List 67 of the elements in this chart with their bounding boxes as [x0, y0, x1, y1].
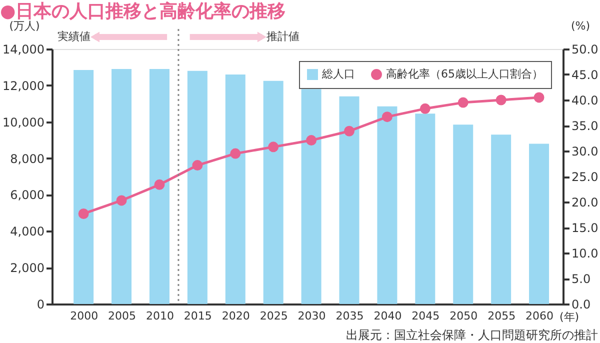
- point: [192, 160, 203, 171]
- text: 実績値: [57, 30, 90, 43]
- x-tick-label: 2040: [374, 310, 402, 322]
- bar: [301, 89, 322, 304]
- x-tick-label: 2000: [70, 310, 98, 322]
- bar: [149, 69, 170, 304]
- bar: [491, 134, 512, 304]
- x-tick-label: 2035: [336, 310, 364, 322]
- y-axis-title: (万人): [9, 20, 40, 32]
- bar: [453, 124, 474, 304]
- y-tick-label: 6,000: [10, 188, 44, 202]
- y2-axis-title: (%): [570, 20, 590, 32]
- x-tick-label: 2030: [298, 310, 326, 322]
- x-tick-label: 2015: [184, 310, 212, 322]
- point: [116, 195, 127, 206]
- y2-tick-label: 20.0: [572, 196, 598, 210]
- bar: [263, 80, 284, 304]
- x-tick-label: 2050: [450, 310, 478, 322]
- x-tick-label: 2005: [108, 310, 136, 322]
- text: 推計値: [266, 30, 300, 43]
- x-tick-label: 2025: [260, 310, 288, 322]
- y-tick-label: 8,000: [10, 152, 44, 166]
- point: [344, 126, 354, 136]
- point: [154, 179, 165, 190]
- point: [496, 94, 506, 106]
- bar: [339, 96, 360, 304]
- y2-tick-label: 5.0: [572, 272, 591, 286]
- y-tick-label: 12,000: [2, 78, 44, 93]
- x-tick-label: 2055: [488, 310, 516, 322]
- bar: [225, 74, 246, 304]
- legend-label: 高齢化率（65歳以上人口割合）: [386, 68, 543, 81]
- y-tick-label: 10,000: [2, 115, 44, 130]
- bar: [187, 70, 208, 304]
- chart-title: ●日本の人口推移と高齢化率の推移: [0, 1, 286, 22]
- bar: [377, 106, 398, 304]
- y2-tick-label: 15.0: [572, 221, 598, 235]
- text: 出展元：国立社会保障・人口問題研究所の推計: [346, 328, 598, 342]
- y-tick-label: 14,000: [2, 42, 44, 56]
- x-tick-label: 2060: [526, 310, 554, 322]
- point: [230, 148, 241, 159]
- x-tick-label: 2010: [146, 310, 174, 322]
- y-tick-label: 0: [36, 298, 44, 312]
- legend-label: 総人口: [321, 68, 355, 81]
- x-tick-label: 2045: [412, 310, 440, 322]
- y2-tick-label: 45.0: [572, 68, 598, 82]
- point: [306, 135, 317, 146]
- y2-tick-label: 30.0: [572, 144, 598, 158]
- bar: [74, 70, 94, 304]
- y2-tick-label: 0.0: [572, 298, 591, 312]
- point: [78, 208, 89, 219]
- y-tick-label: 2,000: [10, 261, 44, 276]
- y2-tick-label: 35.0: [572, 119, 598, 133]
- y2-tick-label: 50.0: [572, 42, 598, 56]
- bar: [112, 69, 132, 304]
- bar: [415, 114, 436, 304]
- y2-tick-label: 25.0: [572, 170, 598, 184]
- bar: [529, 144, 550, 304]
- point: [420, 103, 430, 114]
- x-axis-title: (年): [560, 310, 580, 324]
- y-tick-label: 4,000: [10, 224, 44, 239]
- point: [534, 92, 544, 103]
- x-tick-label: 2020: [222, 310, 250, 322]
- point: [382, 112, 392, 122]
- point: [458, 97, 468, 108]
- point: [268, 142, 279, 152]
- y2-tick-label: 40.0: [572, 94, 598, 108]
- y2-tick-label: 10.0: [572, 246, 598, 260]
